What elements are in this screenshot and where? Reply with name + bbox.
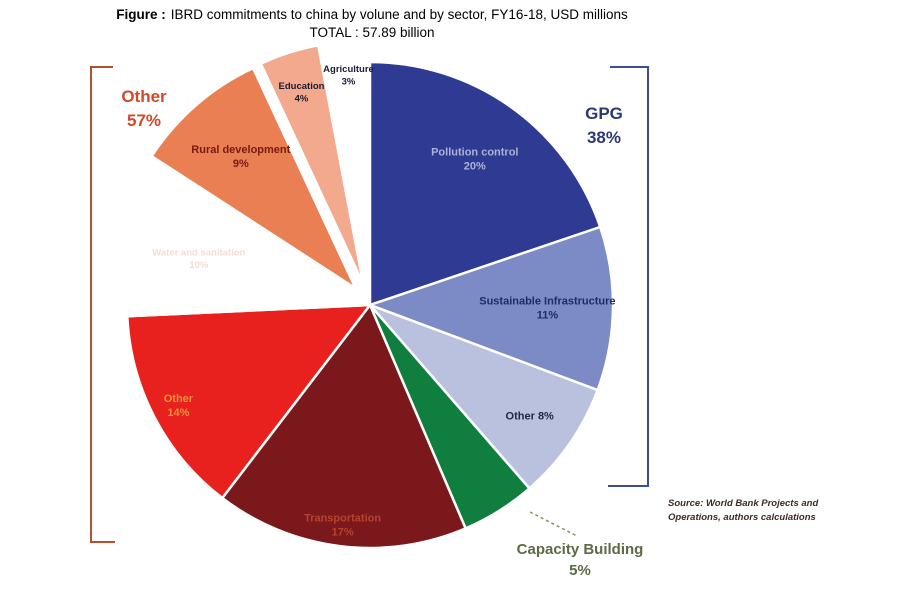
pie-label-education: Education 4% bbox=[279, 81, 325, 105]
pie-slice-water-and-sanitation bbox=[125, 171, 372, 318]
pie-label-pollution-control: Pollution control 20% bbox=[431, 147, 518, 173]
pie-slice-other bbox=[126, 303, 372, 500]
gpg-group-bracket bbox=[608, 66, 649, 487]
pie-label-transportation: Transportation 17% bbox=[304, 512, 381, 538]
other-group-name: Other bbox=[121, 87, 167, 106]
pie-slice-pollution-control bbox=[368, 60, 602, 307]
pie-label-water-and-sanitation: Water and sanitation 10% bbox=[152, 248, 245, 272]
figure-title: Figure : IBRD commitments to china by vol… bbox=[52, 6, 692, 42]
title-total: TOTAL : 57.89 billion bbox=[309, 25, 435, 40]
gpg-group-pct: 38% bbox=[586, 128, 622, 147]
other-group-bracket bbox=[90, 66, 115, 543]
capacity-leader-line bbox=[529, 511, 578, 537]
pie-label-sustainable-infrastructure: Sustainable Infrastructure 11% bbox=[479, 296, 615, 322]
capacity-group-label: Capacity Building 5% bbox=[517, 539, 644, 581]
source-note: Source: World Bank Projects and Operatio… bbox=[668, 497, 848, 524]
pie-label-rural-development: Rural development 9% bbox=[191, 144, 290, 170]
pie-label-other-gpg: Other 8% bbox=[506, 411, 555, 423]
source-line1: Source: World Bank Projects and bbox=[668, 498, 819, 509]
pie-slice-agriculture bbox=[321, 38, 370, 285]
other-group-pct: 57% bbox=[126, 111, 162, 130]
pie-slice-other-gpg bbox=[368, 303, 599, 490]
figure-label: Figure : bbox=[116, 7, 166, 22]
pie-slice-transportation bbox=[221, 303, 467, 550]
capacity-group-name: Capacity Building bbox=[516, 541, 644, 558]
pie-slice-sustainable-infrastructure bbox=[368, 225, 615, 392]
title-text: IBRD commitments to china by volune and … bbox=[170, 7, 628, 22]
other-group-label: Other 57% bbox=[121, 85, 166, 133]
gpg-group-name: GPG bbox=[585, 104, 623, 123]
capacity-group-pct: 5% bbox=[569, 562, 591, 579]
gpg-group-label: GPG 38% bbox=[585, 102, 623, 150]
source-line2: Operations, authors calculations bbox=[668, 511, 816, 523]
title-line1: Figure : IBRD commitments to china by vol… bbox=[52, 6, 692, 24]
pie-label-other: Other 14% bbox=[164, 393, 194, 419]
pie-slice-education bbox=[259, 44, 365, 286]
pie-slice-rural-development bbox=[150, 66, 357, 290]
pie-label-agriculture: Agriculture 3% bbox=[323, 64, 374, 88]
